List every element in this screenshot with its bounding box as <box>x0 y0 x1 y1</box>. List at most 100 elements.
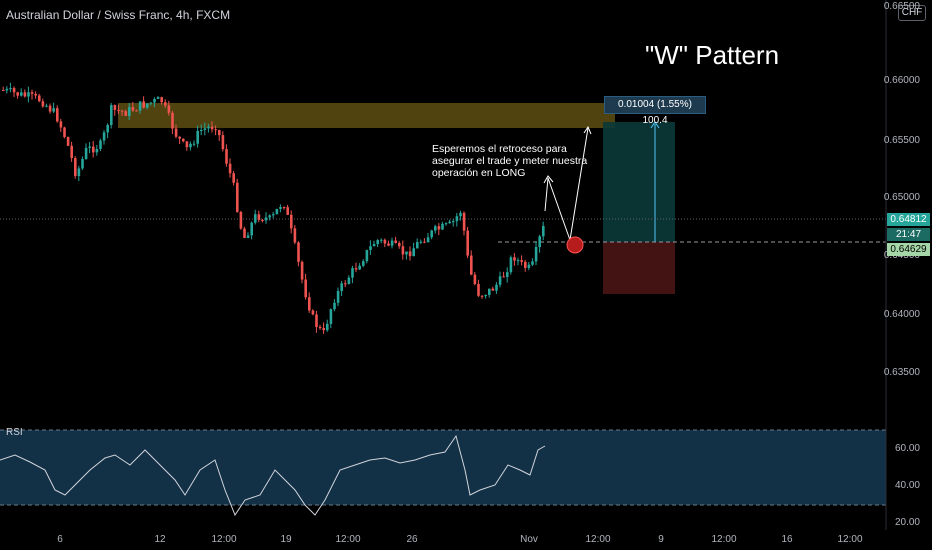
candle-body <box>113 105 117 110</box>
candle-body <box>398 242 401 247</box>
candle-body <box>189 143 192 148</box>
candle-body <box>261 219 264 221</box>
candle-body <box>520 260 523 262</box>
currency-badge[interactable]: CHF <box>898 5 926 21</box>
candle-body <box>538 236 541 248</box>
candle-body <box>326 323 329 331</box>
entry-marker[interactable] <box>566 236 584 254</box>
rsi-tick: 60.00 <box>894 443 920 454</box>
candle-body <box>272 214 275 216</box>
candle-body <box>124 111 127 116</box>
time-tick: 12:00 <box>585 534 611 545</box>
candle-body <box>102 132 106 141</box>
candle-body <box>444 223 448 225</box>
entry-price-tag: 0.64629 <box>887 243 930 256</box>
candle-body <box>120 110 124 112</box>
rsi-label[interactable]: RSI <box>6 427 23 438</box>
time-tick: 12:00 <box>335 534 361 545</box>
candle-body <box>509 257 513 273</box>
candle-body <box>480 295 484 297</box>
candle-body <box>210 126 214 130</box>
candle-body <box>495 284 498 291</box>
candle-body <box>383 239 387 244</box>
candle-body <box>214 129 217 131</box>
candle-body <box>502 276 505 278</box>
candle-body <box>164 102 167 106</box>
candle-body <box>56 108 59 122</box>
candle-body <box>88 146 91 148</box>
candle-body <box>153 99 156 103</box>
candle-body <box>488 288 491 295</box>
candle-body <box>34 93 37 96</box>
candle-body <box>128 107 131 116</box>
candle-body <box>250 222 253 236</box>
candle-body <box>279 207 282 209</box>
candle-body <box>74 158 77 177</box>
candle-body <box>171 112 174 129</box>
candle-body <box>232 173 235 183</box>
symbol-title[interactable]: Australian Dollar / Swiss Franc, 4h, FXC… <box>6 8 231 22</box>
candle-body <box>77 168 81 177</box>
candle-body <box>185 141 189 148</box>
candle-body <box>340 283 343 291</box>
candle-body <box>473 274 477 284</box>
candle-body <box>329 309 333 324</box>
candle-body <box>218 130 221 136</box>
candle-body <box>228 163 232 174</box>
candle-body <box>41 101 45 107</box>
candle-body <box>506 272 509 278</box>
target-arrowhead <box>650 121 660 129</box>
candle-body <box>358 265 361 270</box>
candle-body <box>354 268 358 270</box>
candle-body <box>81 159 84 169</box>
candle-body <box>207 126 210 129</box>
candle-body <box>390 240 394 246</box>
current-price-tag: 0.64812 <box>887 213 930 226</box>
candle-body <box>513 257 516 261</box>
projection-arrow <box>544 127 589 241</box>
candle-body <box>203 128 207 130</box>
candle-body <box>405 251 408 255</box>
candle-body <box>516 260 520 262</box>
candle-body <box>23 92 27 97</box>
candle-body <box>99 140 102 149</box>
stop-zone[interactable] <box>603 242 675 294</box>
candle-body <box>2 90 5 91</box>
candle-body <box>491 288 495 291</box>
price-tick: 0.63500 <box>883 367 920 378</box>
candle-body <box>149 102 153 104</box>
candle-body <box>477 283 480 296</box>
candle-body <box>426 237 430 243</box>
candle-body <box>416 242 419 249</box>
target-zone[interactable] <box>603 122 675 242</box>
candle-body <box>243 228 246 238</box>
candle-body <box>20 92 23 96</box>
candle-body <box>282 207 286 209</box>
trade-note: Esperemos el retroceso para asegurar el … <box>432 143 588 179</box>
candle-body <box>459 212 462 217</box>
resistance-zone[interactable] <box>118 103 615 128</box>
candle-body <box>290 214 293 229</box>
time-tick: 6 <box>57 534 63 545</box>
candle-body <box>297 242 300 262</box>
measure-label: 0.01004 (1.55%) 100.4 <box>604 96 706 126</box>
candle-body <box>455 216 459 222</box>
candle-body <box>63 127 66 138</box>
candle-body <box>365 249 369 262</box>
price-tick: 0.65000 <box>883 192 920 203</box>
price-tick: 0.66000 <box>883 75 920 86</box>
candle-body <box>117 109 120 111</box>
price-tick: 0.66500 <box>883 1 920 12</box>
countdown-tag: 21:47 <box>887 228 930 241</box>
candle-body <box>380 239 383 241</box>
candle-body <box>12 88 16 93</box>
time-tick: 12:00 <box>837 534 863 545</box>
candle-body <box>315 314 318 328</box>
candle-body <box>387 243 390 246</box>
candle-body <box>138 101 142 111</box>
candle-body <box>142 101 145 108</box>
candle-body <box>304 279 307 298</box>
candle-body <box>9 88 12 90</box>
